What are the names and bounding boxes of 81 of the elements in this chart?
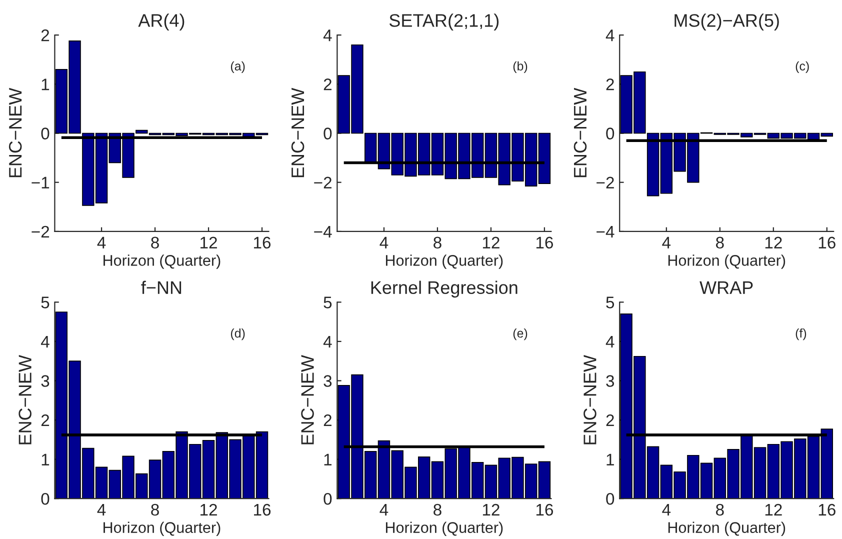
annotation: (e) [513,328,528,340]
annotation: (a) [230,61,245,73]
y-tick-label: 3 [41,375,50,387]
y-tick-label: 4 [606,30,614,42]
x-tick-label: 8 [716,504,724,516]
x-tick-label: 12 [482,504,500,516]
y-tick-label: 0 [324,128,332,140]
x-tick-label: 4 [97,504,106,516]
y-tick-label: 0 [41,492,50,505]
x-axis-title: Horizon (Quarter) [104,254,220,269]
chart-title: MS(2)−AR(5) [674,14,779,30]
y-tick-label: 0 [606,128,614,140]
y-tick-label: 0 [606,492,614,505]
x-tick-label: 16 [254,504,271,516]
y-tick-label: 2 [41,29,50,42]
y-tick-label: 3 [324,375,332,387]
x-tick-label: 4 [380,504,388,516]
annotation: (c) [796,61,809,73]
y-tick-label: 2 [324,414,332,426]
y-axis-title: ENC−NEW [291,88,304,178]
y-tick-label: 2 [606,78,614,90]
x-tick-label: 16 [818,504,836,516]
y-tick-label: 1 [324,454,332,466]
x-tick-label: 16 [818,236,836,249]
x-tick-label: 12 [765,236,782,248]
y-axis-title: ENC−NEW [8,88,22,178]
x-tick-label: 4 [97,236,106,248]
y-tick-label: 2 [324,78,332,90]
x-tick-label: 8 [434,236,442,249]
x-tick-label: 16 [536,236,553,249]
y-tick-label: −2 [32,226,50,238]
x-axis-title: Horizon (Quarter) [668,254,786,269]
annotation: (d) [230,328,245,340]
x-tick-label: 8 [151,504,159,516]
x-tick-label: 12 [482,236,500,248]
y-tick-label: 4 [323,336,332,348]
y-tick-label: −1 [32,176,50,188]
y-tick-label: 1 [606,454,614,466]
y-tick-label: 5 [41,296,50,308]
chart-title: SETAR(2;1,1) [389,14,499,30]
y-tick-label: −4 [596,226,614,238]
x-tick-label: 4 [662,504,671,516]
y-tick-label: 0 [41,128,50,140]
x-tick-label: 4 [380,236,388,248]
y-tick-label: 5 [324,296,332,308]
y-tick-label: 4 [323,30,332,42]
y-axis-title: ENC−NEW [18,355,32,444]
x-axis-title: Horizon (Quarter) [386,522,503,536]
y-tick-label: −2 [596,176,614,188]
x-tick-label: 8 [716,236,724,249]
x-tick-label: 16 [254,236,271,249]
x-axis-title: Horizon (Quarter) [104,522,220,536]
y-tick-label: 3 [606,375,614,387]
y-tick-label: −4 [314,226,332,238]
y-tick-label: −2 [314,176,332,188]
x-axis-title: Horizon (Quarter) [386,254,503,269]
x-tick-label: 12 [765,504,782,516]
y-tick-label: 5 [606,296,614,308]
chart-title: AR(4) [138,14,184,30]
y-axis-title: ENC−NEW [584,355,596,444]
y-tick-label: 4 [40,336,50,348]
x-tick-label: 16 [536,504,553,516]
x-axis-title: Horizon (Quarter) [668,522,786,536]
chart-title: f−NN [141,280,182,294]
x-tick-label: 8 [434,504,442,516]
x-tick-label: 8 [151,236,159,249]
y-tick-label: 2 [41,414,50,426]
y-tick-label: 2 [606,414,614,426]
y-tick-label: 1 [42,454,50,466]
y-tick-label: 1 [42,78,50,90]
y-tick-label: 4 [606,336,614,348]
y-axis-title: ENC−NEW [301,355,314,444]
x-tick-label: 12 [200,504,217,516]
y-tick-label: 0 [324,492,332,505]
annotation: (b) [513,61,528,73]
y-axis-title: ENC−NEW [574,88,587,178]
chart-title: WRAP [700,281,753,294]
x-tick-label: 4 [662,236,671,248]
annotation: (f) [796,328,806,340]
x-tick-label: 12 [200,236,217,248]
chart-title: Kernel Regression [371,280,518,298]
